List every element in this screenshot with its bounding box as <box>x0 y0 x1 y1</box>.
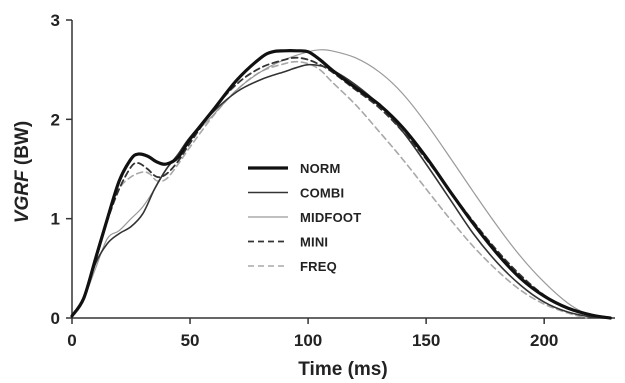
series-line-mini <box>71 56 607 319</box>
y-tick-label: 3 <box>51 11 60 30</box>
x-axis-label: Time (ms) <box>298 359 387 380</box>
y-axis-title: VGRF (BW) <box>12 121 33 223</box>
legend-label-combi: COMBI <box>300 186 344 201</box>
y-axis-label-italic: VGRF <box>12 169 33 223</box>
legend-label-mini: MINI <box>300 235 328 250</box>
series-line-combi <box>71 63 607 319</box>
x-tick-label: 0 <box>67 331 76 350</box>
y-axis-label: VGRF (BW) <box>12 121 33 223</box>
legend: NORM COMBI MIDFOOT MINI FREQ <box>248 161 361 274</box>
legend-label-norm: NORM <box>300 161 341 176</box>
series-lines <box>70 49 612 320</box>
plot-area: 0 50 100 150 200 0 1 2 3 <box>51 11 615 350</box>
x-tick-label: 200 <box>530 331 558 350</box>
axis-ticks: 0 50 100 150 200 0 1 2 3 <box>51 11 559 350</box>
x-axis-title: Time (ms) <box>298 359 387 380</box>
y-tick-label: 1 <box>51 210 60 229</box>
x-tick-label: 150 <box>412 331 440 350</box>
legend-label-midfoot: MIDFOOT <box>300 210 361 225</box>
y-tick-label: 0 <box>51 309 60 328</box>
legend-label-freq: FREQ <box>300 259 337 274</box>
series-line-midfoot <box>71 49 602 319</box>
x-tick-label: 100 <box>294 331 322 350</box>
y-axis-label-unit: (BW) <box>12 121 33 171</box>
series-line-norm <box>70 49 612 320</box>
x-tick-label: 50 <box>181 331 200 350</box>
series-line-freq <box>71 60 588 319</box>
y-tick-label: 2 <box>51 110 60 129</box>
